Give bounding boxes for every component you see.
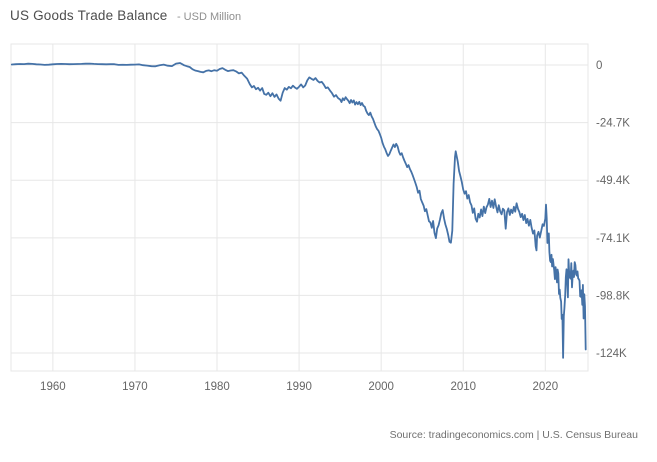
- x-axis-tick-label: 1970: [122, 381, 148, 393]
- source-attribution: Source: tradingeconomics.com | U.S. Cens…: [389, 429, 638, 441]
- chart-subtitle: - USD Million: [176, 11, 242, 23]
- trade-balance-series-line: [10, 62, 587, 359]
- x-axis-tick-label: 1990: [286, 381, 312, 393]
- y-axis-tick-label: -124K: [596, 348, 627, 360]
- y-axis-tick-label: -74.1K: [596, 233, 630, 245]
- y-axis-tick-label: -98.8K: [596, 290, 630, 302]
- y-axis-tick-label: 0: [596, 60, 602, 72]
- x-axis-tick-label: 2000: [368, 381, 394, 393]
- plot-area[interactable]: [11, 44, 588, 371]
- x-axis-tick-label: 2020: [533, 381, 559, 393]
- x-axis-tick-label: 1960: [40, 381, 66, 393]
- y-axis-tick-label: -49.4K: [596, 175, 630, 187]
- x-axis-tick-label: 2010: [450, 381, 476, 393]
- chart-title: US Goods Trade Balance: [10, 8, 168, 23]
- x-axis-tick-label: 1980: [204, 381, 230, 393]
- y-axis-tick-label: -24.7K: [596, 118, 630, 130]
- chart-header: US Goods Trade Balance - USD Million: [10, 7, 241, 25]
